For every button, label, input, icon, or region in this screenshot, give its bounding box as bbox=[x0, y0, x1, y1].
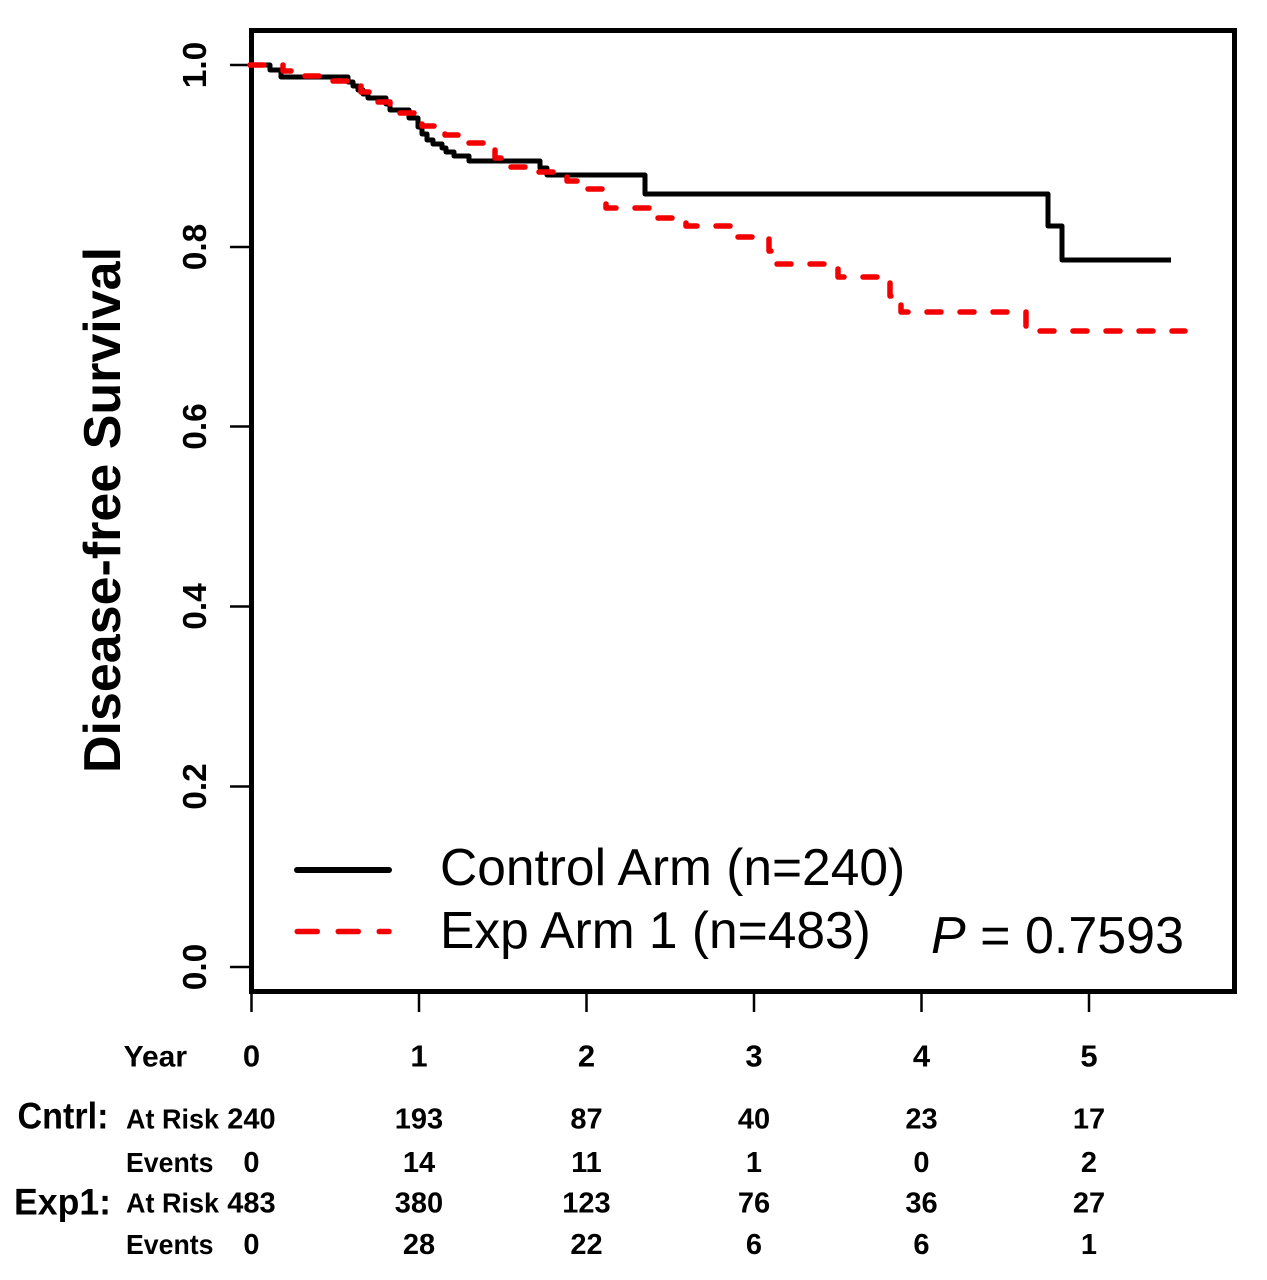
svg-text:0.6: 0.6 bbox=[177, 403, 214, 450]
svg-text:0: 0 bbox=[243, 1039, 260, 1074]
svg-text:3: 3 bbox=[745, 1039, 762, 1074]
svg-text:0.2: 0.2 bbox=[177, 763, 214, 810]
svg-text:23: 23 bbox=[905, 1104, 937, 1136]
svg-text:5: 5 bbox=[1080, 1039, 1097, 1074]
svg-text:1: 1 bbox=[410, 1039, 427, 1074]
svg-text:Disease-free Survival: Disease-free Survival bbox=[74, 247, 132, 773]
svg-text:0: 0 bbox=[243, 1147, 259, 1179]
svg-text:Cntrl:: Cntrl: bbox=[18, 1096, 109, 1137]
svg-text:87: 87 bbox=[570, 1104, 602, 1136]
svg-text:17: 17 bbox=[1073, 1104, 1105, 1136]
svg-text:Events: Events bbox=[126, 1147, 214, 1178]
svg-text:At Risk: At Risk bbox=[126, 1188, 220, 1219]
svg-text:0.8: 0.8 bbox=[177, 224, 214, 271]
svg-text:1: 1 bbox=[1081, 1229, 1097, 1261]
svg-text:240: 240 bbox=[227, 1104, 275, 1136]
svg-text:0: 0 bbox=[243, 1229, 259, 1261]
svg-text:193: 193 bbox=[395, 1104, 443, 1136]
svg-text:36: 36 bbox=[905, 1188, 937, 1220]
svg-text:22: 22 bbox=[570, 1229, 602, 1261]
svg-text:380: 380 bbox=[395, 1188, 443, 1220]
svg-text:28: 28 bbox=[403, 1229, 435, 1261]
svg-text:2: 2 bbox=[578, 1039, 595, 1074]
svg-text:1.0: 1.0 bbox=[177, 42, 214, 89]
svg-text:Control Arm (n=240): Control Arm (n=240) bbox=[440, 838, 905, 896]
svg-text:27: 27 bbox=[1073, 1188, 1105, 1220]
svg-text:483: 483 bbox=[227, 1188, 275, 1220]
svg-text:Exp Arm 1 (n=483): Exp Arm 1 (n=483) bbox=[440, 901, 871, 959]
svg-text:Exp1:: Exp1: bbox=[14, 1182, 111, 1223]
svg-text:2: 2 bbox=[1081, 1147, 1097, 1179]
svg-text:Year: Year bbox=[124, 1041, 188, 1074]
svg-text:1: 1 bbox=[746, 1147, 762, 1179]
svg-text:76: 76 bbox=[738, 1188, 770, 1220]
svg-text:Events: Events bbox=[126, 1229, 214, 1260]
svg-text:0: 0 bbox=[913, 1147, 929, 1179]
svg-text:P = 0.7593: P = 0.7593 bbox=[931, 907, 1184, 965]
svg-text:123: 123 bbox=[562, 1188, 610, 1220]
svg-text:At Risk: At Risk bbox=[126, 1104, 220, 1135]
svg-text:6: 6 bbox=[913, 1229, 929, 1261]
svg-text:0.0: 0.0 bbox=[177, 944, 214, 991]
svg-text:0.4: 0.4 bbox=[177, 583, 214, 630]
svg-text:11: 11 bbox=[571, 1147, 602, 1179]
svg-text:14: 14 bbox=[403, 1147, 435, 1179]
svg-text:4: 4 bbox=[913, 1039, 931, 1074]
svg-text:40: 40 bbox=[738, 1104, 770, 1136]
svg-text:6: 6 bbox=[746, 1229, 762, 1261]
